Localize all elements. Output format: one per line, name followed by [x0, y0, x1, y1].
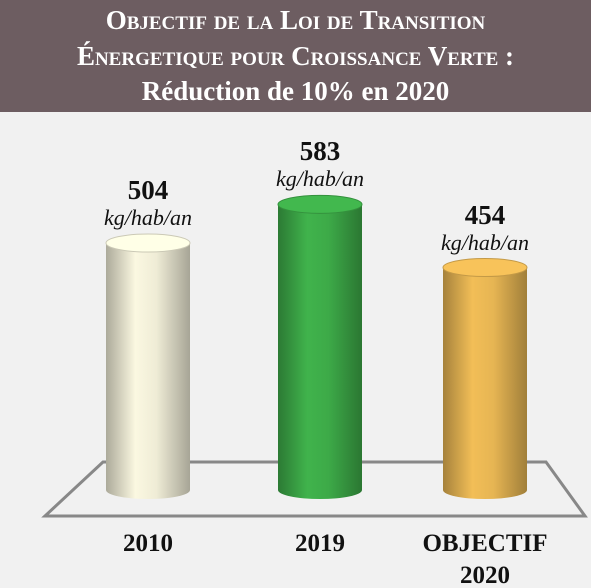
unit-label: kg/hab/an [104, 205, 192, 231]
cylinder-top [105, 233, 191, 253]
bar [106, 243, 190, 490]
x-tick-label: 2019 [295, 530, 345, 557]
cylinder-top [277, 194, 363, 214]
chart-title: Objectif de la Loi de Transition Énerget… [76, 5, 515, 71]
value-label: 454 [464, 199, 506, 230]
x-tick-label: OBJECTIF 2020 [422, 530, 548, 588]
unit-label: kg/hab/an [276, 166, 364, 192]
title-box: Objectif de la Loi de Transition Énerget… [0, 0, 591, 112]
unit-label: kg/hab/an [441, 229, 529, 255]
value-label: 583 [299, 136, 341, 167]
x-tick-label: 2010 [123, 530, 173, 557]
bar [278, 204, 362, 490]
floor [41, 460, 588, 518]
chart-subtitle: Réduction de 10% en 2020 [141, 76, 450, 106]
value-label: 504 [127, 175, 169, 206]
cylinder-top [442, 258, 528, 278]
bar [443, 267, 527, 490]
